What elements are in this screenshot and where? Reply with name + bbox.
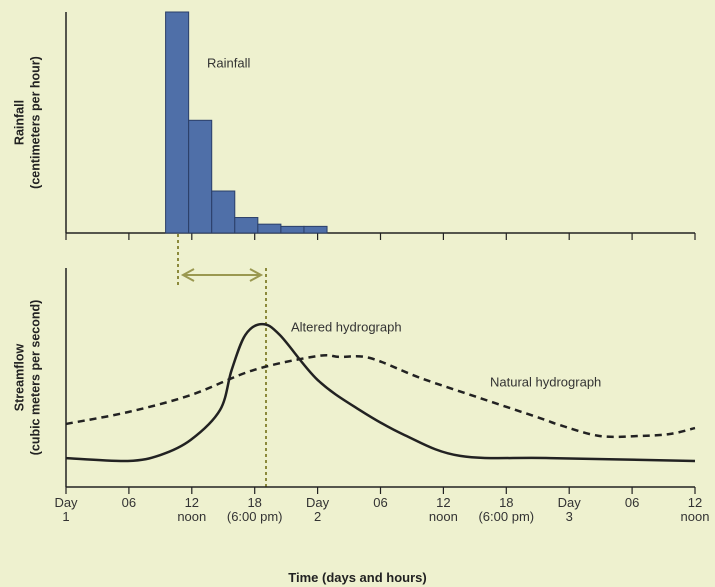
bar [303,225,328,234]
bar [165,11,190,234]
series-label: Altered hydrograph [291,319,402,334]
series-label: Natural hydrograph [490,374,601,389]
y-axis-label: (centimeters per hour) [28,56,42,189]
bar [188,119,213,234]
x-axis-label: Time (days and hours) [288,570,427,585]
bar [234,217,259,234]
x-tick-label: 18 (6:00 pm) [226,495,283,524]
y-axis-label: Streamflow [12,344,26,412]
y-axis-label: (cubic meters per second) [28,300,42,456]
x-tick-label: 06 [121,495,137,510]
x-tick-label: Day 3 [557,495,581,524]
x-tick-label: 12 noon [428,495,458,524]
x-tick-label: 18 (6:00 pm) [478,495,535,524]
x-tick-label: 06 [373,495,388,510]
x-tick-label: 06 [624,495,640,510]
bar [211,190,236,234]
bar [280,225,305,234]
arrow-head [249,268,264,282]
bar [257,223,282,234]
annotation: Rainfall [207,55,250,70]
x-tick-label: 12 noon [680,495,710,524]
line-series [65,322,696,463]
y-axis-label: Rainfall [12,100,26,145]
line-series [65,353,696,439]
arrow-head [180,268,195,282]
x-tick-label: Day 1 [54,495,78,524]
x-tick-label: Day 2 [306,495,330,524]
x-tick-label: 12 noon [177,495,207,524]
